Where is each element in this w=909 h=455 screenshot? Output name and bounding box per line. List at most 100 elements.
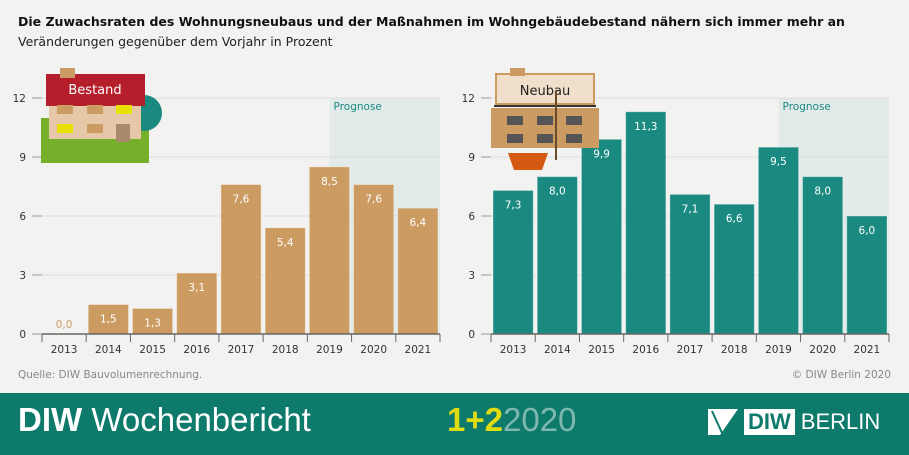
bar-2020: [802, 176, 844, 335]
x-tick-label: 2021: [854, 344, 881, 356]
bar-2015: [580, 138, 623, 335]
source-note: Quelle: DIW Bauvolumenrechnung.: [18, 369, 203, 381]
chart-neubau: Prognose 0 3 6 9 12 7,3 2013 8,0 2014 9,9 2015 11,3 2…: [462, 93, 890, 356]
y-tick-label: 12: [13, 93, 26, 105]
x-tick-label: 2013: [500, 344, 527, 356]
x-tick-label: 2017: [677, 344, 704, 356]
window: [57, 105, 73, 114]
house-label: Neubau: [520, 84, 570, 99]
bar-2021: [397, 207, 439, 335]
bar-2020: [353, 184, 395, 335]
diw-logo: DIW BERLIN: [708, 409, 880, 435]
x-tick-label: 2017: [228, 344, 255, 356]
window: [87, 124, 103, 133]
data-label: 7,6: [233, 194, 250, 206]
door: [116, 124, 130, 142]
bar-2017: [220, 184, 262, 335]
diw-logo-icon: [708, 409, 738, 435]
x-tick-label: 2018: [272, 344, 299, 356]
chart-subtitle: Veränderungen gegenüber dem Vorjahr in P…: [18, 34, 333, 49]
issue-year: 2020: [502, 401, 577, 438]
data-label: 6,4: [410, 217, 427, 229]
bar-2018: [713, 203, 755, 335]
x-tick-label: 2018: [721, 344, 748, 356]
data-label: 8,0: [814, 186, 831, 198]
y-tick-label: 9: [468, 152, 475, 164]
data-label: 5,4: [277, 237, 294, 249]
data-label: 9,9: [593, 148, 610, 160]
footer-bar: DIW Wochenbericht 1+22020 DIW BERLIN: [0, 393, 909, 455]
data-label: 1,5: [100, 314, 117, 326]
chimney: [60, 68, 75, 78]
x-tick-label: 2014: [544, 344, 571, 356]
bar-2016: [176, 272, 218, 335]
x-tick-label: 2015: [139, 344, 166, 356]
y-tick-label: 0: [468, 329, 475, 341]
bar-2018: [264, 227, 306, 335]
chimney: [510, 68, 525, 76]
x-tick-label: 2014: [95, 344, 122, 356]
data-label: 6,0: [859, 225, 876, 237]
bar-2021: [846, 215, 888, 335]
brand-name: Wochenbericht: [91, 401, 311, 438]
forecast-label: Prognose: [334, 101, 382, 113]
x-tick-label: 2013: [51, 344, 78, 356]
window: [537, 116, 553, 125]
window: [57, 124, 73, 133]
charts: Prognose 0 3 6 9 12 0,0 2013 1,5 2014 1,3 2015 3,1 20…: [13, 68, 890, 356]
data-label: 8,5: [321, 176, 338, 188]
issue: 1+22020: [447, 401, 576, 439]
bar-2014: [536, 176, 578, 335]
x-tick-label: 2020: [809, 344, 836, 356]
y-tick-label: 0: [19, 329, 26, 341]
y-tick-label: 3: [19, 270, 26, 282]
x-tick-label: 2020: [360, 344, 387, 356]
window: [537, 134, 553, 143]
bar-2019: [757, 146, 800, 335]
house-label: Bestand: [68, 83, 121, 98]
y-tick-label: 9: [19, 152, 26, 164]
data-label: 11,3: [634, 121, 657, 133]
brand: DIW Wochenbericht: [18, 401, 311, 439]
data-label: 6,6: [726, 213, 743, 225]
bar-2013: [492, 189, 534, 335]
wheelbarrow: [508, 153, 548, 170]
forecast-label: Prognose: [783, 101, 831, 113]
y-tick-label: 6: [468, 211, 475, 223]
scaffold: [495, 73, 595, 105]
window: [87, 105, 103, 114]
chart-bestand: Prognose 0 3 6 9 12 0,0 2013 1,5 2014 1,3 2015 3,1 20…: [13, 93, 441, 356]
window: [566, 116, 582, 125]
data-label: 7,6: [365, 194, 382, 206]
data-label: 9,5: [770, 156, 787, 168]
window: [507, 116, 523, 125]
house-neubau-icon: Neubau: [491, 68, 599, 170]
chart-title: Die Zuwachsraten des Wohnungsneubaus und…: [18, 14, 845, 29]
window: [566, 134, 582, 143]
issue-number: 1+2: [447, 401, 503, 438]
x-tick-label: 2015: [588, 344, 615, 356]
data-label: 0,0: [56, 319, 73, 331]
copyright: © DIW Berlin 2020: [791, 369, 891, 381]
roof: [46, 74, 145, 106]
x-tick-label: 2016: [632, 344, 659, 356]
y-tick-label: 6: [19, 211, 26, 223]
logo-berlin: BERLIN: [800, 409, 881, 434]
window: [507, 134, 523, 143]
x-tick-label: 2019: [316, 344, 343, 356]
y-tick-label: 12: [462, 93, 475, 105]
data-label: 3,1: [188, 282, 205, 294]
y-tick-label: 3: [468, 270, 475, 282]
data-label: 7,3: [505, 199, 522, 211]
logo-diw: DIW: [744, 409, 795, 435]
x-tick-label: 2021: [405, 344, 432, 356]
window: [116, 105, 132, 114]
data-label: 8,0: [549, 186, 566, 198]
data-label: 7,1: [682, 203, 699, 215]
x-tick-label: 2019: [765, 344, 792, 356]
data-label: 1,3: [144, 317, 161, 329]
house-bestand-icon: Bestand: [41, 68, 162, 163]
bar-2019: [308, 166, 351, 335]
bar-2016: [625, 111, 667, 335]
brand-bold: DIW: [18, 401, 83, 438]
